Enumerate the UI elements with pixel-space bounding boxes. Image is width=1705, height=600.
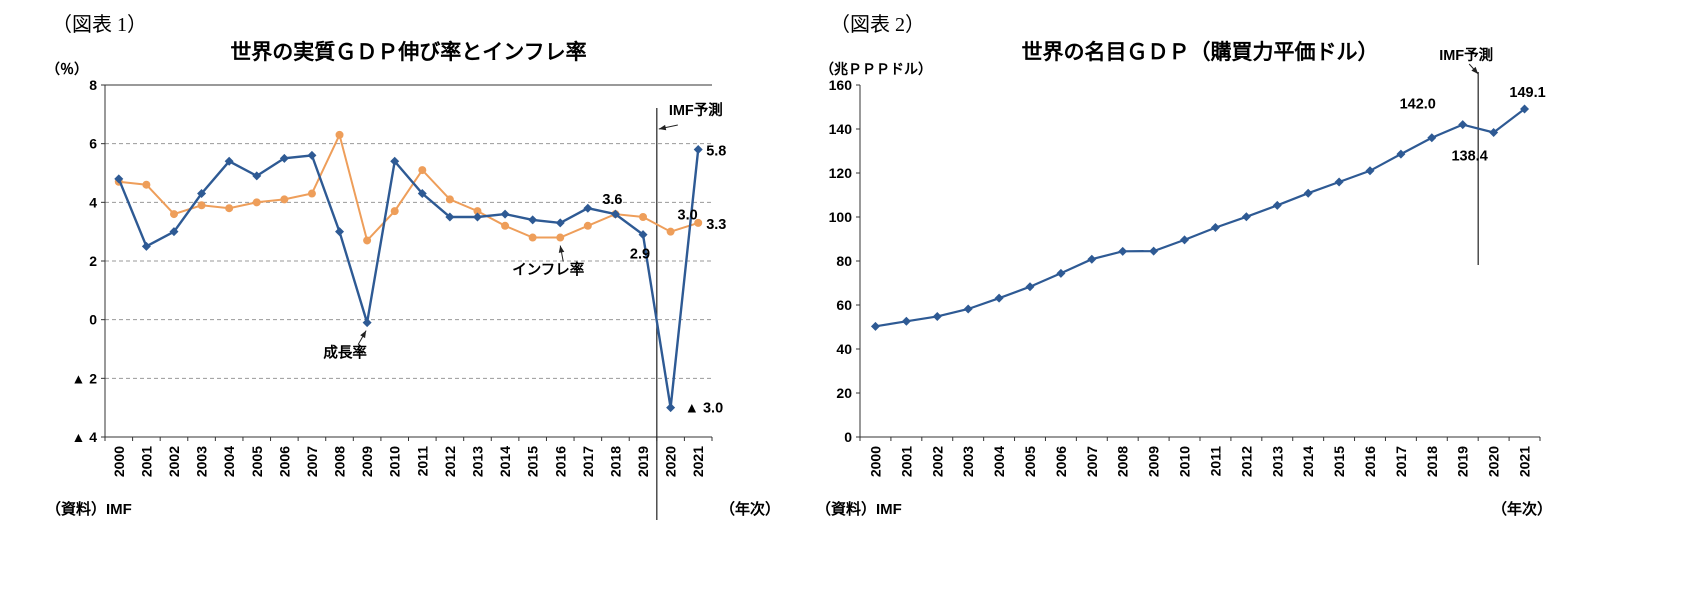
svg-text:2003: 2003 (960, 446, 976, 477)
svg-text:2018: 2018 (1424, 446, 1440, 477)
figure2-title: 世界の名目ＧＤＰ（購買力平価ドル） (1021, 41, 1379, 64)
svg-text:IMF予測: IMF予測 (1439, 46, 1493, 64)
svg-text:2012: 2012 (442, 446, 458, 477)
figure2-line-chart: 0 20 40 60 80 100 120 140 160 2000 2001 2002 2003 200… (829, 46, 1546, 477)
svg-text:20: 20 (836, 385, 852, 401)
svg-text:▲ 2: ▲ 2 (71, 370, 97, 386)
svg-text:60: 60 (836, 297, 852, 313)
svg-text:0: 0 (844, 429, 852, 445)
svg-text:2009: 2009 (359, 446, 375, 477)
svg-text:2021: 2021 (1517, 446, 1533, 477)
svg-text:2019: 2019 (1455, 446, 1471, 477)
svg-text:2021: 2021 (690, 446, 706, 477)
svg-text:2013: 2013 (1269, 446, 1285, 477)
svg-text:0: 0 (89, 312, 97, 328)
svg-text:2014: 2014 (497, 446, 513, 477)
svg-text:▲ 3.0: ▲ 3.0 (685, 401, 724, 417)
svg-text:2007: 2007 (1084, 446, 1100, 477)
svg-text:2008: 2008 (332, 446, 348, 477)
svg-text:2012: 2012 (1238, 446, 1254, 477)
svg-text:2001: 2001 (138, 446, 154, 477)
svg-text:2011: 2011 (1207, 446, 1223, 477)
svg-text:5.8: 5.8 (706, 144, 726, 160)
svg-text:2011: 2011 (414, 446, 430, 477)
svg-text:2008: 2008 (1115, 446, 1131, 477)
figure1-title: 世界の実質ＧＤＰ伸び率とインフレ率 (230, 41, 587, 64)
svg-text:40: 40 (836, 341, 852, 357)
figure1-x-axis-unit: （年次） (720, 501, 781, 518)
svg-text:4: 4 (89, 194, 97, 210)
svg-text:2004: 2004 (991, 446, 1007, 477)
svg-text:2001: 2001 (898, 446, 914, 477)
svg-text:2010: 2010 (387, 446, 403, 477)
figure1-source: （資料）IMF (46, 501, 132, 518)
svg-text:120: 120 (829, 165, 853, 181)
figure2-label: （図表 2） (830, 14, 925, 36)
svg-text:3.3: 3.3 (706, 217, 726, 233)
svg-text:2005: 2005 (1022, 446, 1038, 477)
svg-text:2004: 2004 (221, 446, 237, 477)
svg-text:IMF予測: IMF予測 (669, 101, 723, 119)
svg-text:2015: 2015 (525, 446, 541, 477)
svg-text:2003: 2003 (194, 446, 210, 477)
figure2-y-axis-unit: （兆ＰＰＰドル） (820, 61, 932, 77)
svg-text:2002: 2002 (166, 446, 182, 477)
svg-text:142.0: 142.0 (1400, 97, 1436, 113)
svg-text:2000: 2000 (867, 446, 883, 477)
svg-text:2006: 2006 (276, 446, 292, 477)
svg-text:2: 2 (89, 253, 97, 269)
svg-text:2000: 2000 (111, 446, 127, 477)
figure1-y-axis-unit: （％） (46, 61, 88, 77)
svg-text:2006: 2006 (1053, 446, 1069, 477)
svg-text:2020: 2020 (1486, 446, 1502, 477)
svg-text:100: 100 (829, 209, 853, 225)
svg-text:3.6: 3.6 (602, 192, 622, 208)
svg-text:2018: 2018 (607, 446, 623, 477)
svg-text:160: 160 (829, 77, 853, 93)
svg-text:2007: 2007 (304, 446, 320, 477)
figure2-x-axis-unit: （年次） (1492, 501, 1553, 518)
figure1-label: （図表 1） (52, 14, 147, 36)
svg-text:6: 6 (89, 136, 97, 152)
svg-text:2016: 2016 (552, 446, 568, 477)
svg-text:2020: 2020 (663, 446, 679, 477)
svg-text:成長率: 成長率 (323, 344, 367, 362)
svg-text:149.1: 149.1 (1509, 85, 1545, 101)
svg-text:2009: 2009 (1146, 446, 1162, 477)
svg-text:2010: 2010 (1177, 446, 1193, 477)
svg-text:2015: 2015 (1331, 446, 1347, 477)
svg-text:2016: 2016 (1362, 446, 1378, 477)
svg-text:2005: 2005 (249, 446, 265, 477)
svg-text:2002: 2002 (929, 446, 945, 477)
svg-text:2019: 2019 (635, 446, 651, 477)
svg-text:2013: 2013 (469, 446, 485, 477)
svg-text:2017: 2017 (1393, 446, 1409, 477)
figure2-source: （資料）IMF (816, 501, 902, 518)
figure1-line-chart: ▲ 4 ▲ 2 0 2 4 6 8 2000 2001 2002 2003 2004 2005 2006 2… (71, 77, 726, 520)
svg-text:2017: 2017 (580, 446, 596, 477)
svg-text:138.4: 138.4 (1451, 149, 1487, 165)
svg-text:▲ 4: ▲ 4 (71, 429, 97, 445)
svg-text:80: 80 (836, 253, 852, 269)
svg-text:2.9: 2.9 (630, 247, 650, 263)
svg-text:8: 8 (89, 77, 97, 93)
svg-text:2014: 2014 (1300, 446, 1316, 477)
svg-text:3.0: 3.0 (678, 208, 698, 224)
svg-text:140: 140 (829, 121, 853, 137)
svg-text:インフレ率: インフレ率 (512, 261, 585, 279)
